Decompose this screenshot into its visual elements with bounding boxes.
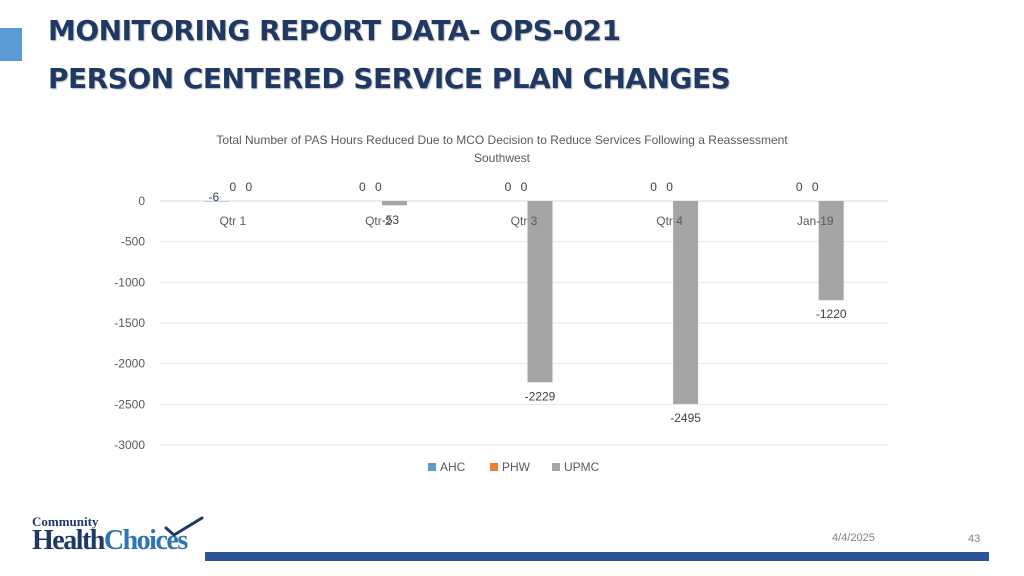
data-label: -53: [382, 213, 400, 227]
data-label: -2229: [525, 389, 556, 403]
x-category-label: Qtr 4: [656, 214, 683, 228]
legend-swatch: [490, 463, 498, 471]
legend-swatch: [428, 463, 436, 471]
bar-upmc: [818, 201, 844, 301]
logo-top-text: Community: [32, 514, 99, 529]
legend-label: PHW: [502, 460, 531, 474]
chart-title-line2: Southwest: [474, 151, 531, 165]
x-category-label: Qtr 3: [511, 214, 538, 228]
chart-title-line1: Total Number of PAS Hours Reduced Due to…: [216, 133, 788, 147]
data-label: 0: [359, 180, 366, 194]
y-tick-label: -1000: [114, 275, 145, 289]
data-label: 0: [245, 180, 252, 194]
y-tick-label: -2000: [114, 357, 145, 371]
data-label: 0: [796, 180, 803, 194]
y-tick-label: -500: [121, 235, 145, 249]
legend-label: AHC: [440, 460, 466, 474]
data-label: 0: [650, 180, 657, 194]
data-label: -2495: [670, 411, 701, 425]
bar-upmc: [673, 201, 699, 404]
y-tick-label: 0: [138, 194, 145, 208]
data-label: 0: [375, 180, 382, 194]
bar-upmc: [381, 201, 407, 206]
x-category-label: Jan-19: [797, 214, 834, 228]
slide-title-line1: MONITORING REPORT DATA- OPS-021: [48, 14, 621, 47]
y-tick-label: -2500: [114, 397, 145, 411]
logo-choices-text: Choices: [103, 525, 188, 556]
data-label: 0: [505, 180, 512, 194]
page-number: 43: [968, 533, 981, 545]
x-category-label: Qtr 1: [219, 214, 246, 228]
slide-title-line2: PERSON CENTERED SERVICE PLAN CHANGES: [48, 62, 731, 95]
y-tick-label: -3000: [114, 438, 145, 452]
data-label: 0: [666, 180, 673, 194]
data-label: 0: [229, 180, 236, 194]
logo-main-text: HealthChoices: [32, 525, 188, 556]
logo-health-text: Health: [32, 525, 105, 556]
data-label: -1220: [816, 307, 847, 321]
logo-checkmark-icon: [164, 516, 204, 537]
data-label: 0: [521, 180, 528, 194]
legend-label: UPMC: [564, 460, 600, 474]
bar-upmc: [527, 201, 553, 383]
legend-swatch: [552, 463, 560, 471]
community-healthchoices-logo: Community HealthChoices: [32, 514, 204, 562]
y-tick-label: -1500: [114, 316, 145, 330]
data-label: 0: [812, 180, 819, 194]
title-accent-square: [0, 28, 22, 61]
footer-bar: [205, 552, 989, 561]
data-label: -6: [208, 190, 219, 204]
footer-date: 4/4/2025: [832, 532, 875, 544]
x-category-label: Qtr 2: [365, 214, 392, 228]
